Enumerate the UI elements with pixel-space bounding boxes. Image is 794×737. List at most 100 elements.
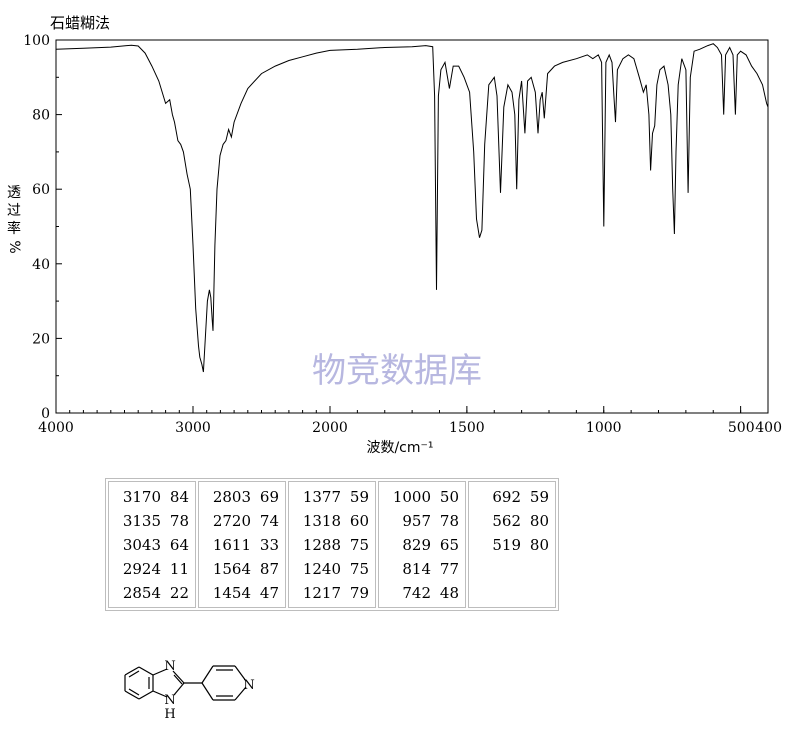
peak-wavenumber: 1318 bbox=[302, 512, 341, 530]
peak-wavenumber: 1611 bbox=[212, 536, 251, 554]
peak-table: 3170 84 3135 78 3043 64 2924 11 2854 22 2803 6… bbox=[105, 478, 559, 611]
peak-wavenumber: 2854 bbox=[122, 584, 161, 602]
atom-label-h: H bbox=[164, 707, 175, 722]
peak-column: 3170 84 3135 78 3043 64 2924 11 2854 22 bbox=[108, 481, 196, 608]
peak-row: 1611 33 bbox=[205, 533, 279, 557]
peak-wavenumber: 1377 bbox=[302, 488, 341, 506]
peak-row: 742 48 bbox=[385, 581, 459, 605]
peak-wavenumber: 2803 bbox=[212, 488, 251, 506]
peak-transmittance: 77 bbox=[439, 560, 459, 578]
peak-transmittance: 87 bbox=[259, 560, 279, 578]
peak-wavenumber: 1000 bbox=[392, 488, 431, 506]
method-label: 石蜡糊法 bbox=[50, 14, 111, 32]
peak-row: 2924 11 bbox=[115, 557, 189, 581]
y-tick-label: 80 bbox=[32, 108, 50, 124]
peak-row: 1454 47 bbox=[205, 581, 279, 605]
y-tick-label: 20 bbox=[32, 331, 50, 347]
peak-transmittance: 47 bbox=[259, 584, 279, 602]
peak-row: 1288 75 bbox=[295, 533, 369, 557]
peak-transmittance: 48 bbox=[439, 584, 459, 602]
peak-row: 814 77 bbox=[385, 557, 459, 581]
peak-row: 3170 84 bbox=[115, 485, 189, 509]
x-tick-label: 3000 bbox=[175, 420, 211, 436]
x-tick-label: 1000 bbox=[586, 420, 622, 436]
y-tick-label: 40 bbox=[32, 257, 50, 273]
peak-row: 1564 87 bbox=[205, 557, 279, 581]
peak-row: 1217 79 bbox=[295, 581, 369, 605]
peak-transmittance: 22 bbox=[169, 584, 189, 602]
peak-wavenumber: 2720 bbox=[212, 512, 251, 530]
peak-transmittance: 60 bbox=[349, 512, 369, 530]
peak-wavenumber: 3170 bbox=[122, 488, 161, 506]
y-axis-title-char: 率 bbox=[7, 220, 21, 237]
peak-wavenumber: 814 bbox=[402, 560, 431, 578]
spectrum-line bbox=[55, 43, 769, 373]
peak-transmittance: 33 bbox=[259, 536, 279, 554]
peak-row: 2854 22 bbox=[115, 581, 189, 605]
peak-row: 692 59 bbox=[475, 485, 549, 509]
peak-row: 829 65 bbox=[385, 533, 459, 557]
peak-wavenumber: 3135 bbox=[122, 512, 161, 530]
x-axis-title: 波数/cm⁻¹ bbox=[366, 440, 433, 456]
atom-label-n: N bbox=[164, 659, 175, 674]
y-axis-title-char: % bbox=[6, 240, 22, 253]
ir-spectrum-chart: 0 20 40 60 80 100 4000 3000 2000 1500 1000 500 400 物… bbox=[6, 33, 782, 456]
peak-row: 1240 75 bbox=[295, 557, 369, 581]
x-tick-label: 1500 bbox=[449, 420, 485, 436]
peak-wavenumber: 1454 bbox=[212, 584, 251, 602]
peak-transmittance: 69 bbox=[259, 488, 279, 506]
peak-row: 957 78 bbox=[385, 509, 459, 533]
peak-transmittance: 64 bbox=[169, 536, 189, 554]
peak-transmittance: 50 bbox=[439, 488, 459, 506]
molecular-structure: N N H N bbox=[124, 659, 255, 722]
peak-transmittance: 65 bbox=[439, 536, 459, 554]
x-tick-label: 500 bbox=[728, 420, 755, 436]
x-tick-label: 4000 bbox=[38, 420, 74, 436]
peak-wavenumber: 519 bbox=[492, 536, 521, 554]
peak-row: 2803 69 bbox=[205, 485, 279, 509]
peak-wavenumber: 829 bbox=[402, 536, 431, 554]
peak-transmittance: 59 bbox=[529, 488, 549, 506]
peak-wavenumber: 957 bbox=[402, 512, 431, 530]
peak-wavenumber: 1240 bbox=[302, 560, 341, 578]
peak-transmittance: 78 bbox=[439, 512, 459, 530]
peak-column: 1377 59 1318 60 1288 75 1240 75 1217 79 bbox=[288, 481, 376, 608]
y-axis-title-char: 过 bbox=[7, 203, 21, 219]
y-axis-title: 透 过 率 % bbox=[6, 185, 22, 254]
y-tick-label: 100 bbox=[23, 33, 50, 49]
peak-transmittance: 74 bbox=[259, 512, 279, 530]
peak-wavenumber: 2924 bbox=[122, 560, 161, 578]
peak-row: 3043 64 bbox=[115, 533, 189, 557]
x-tick-label: 400 bbox=[755, 420, 782, 436]
peak-wavenumber: 692 bbox=[492, 488, 521, 506]
peak-wavenumber: 1288 bbox=[302, 536, 341, 554]
atom-label-n: N bbox=[243, 678, 254, 693]
atom-label-n: N bbox=[164, 693, 175, 708]
x-tick-label: 2000 bbox=[312, 420, 348, 436]
peak-wavenumber: 3043 bbox=[122, 536, 161, 554]
peak-row: 1377 59 bbox=[295, 485, 369, 509]
peak-transmittance: 79 bbox=[349, 584, 369, 602]
peak-wavenumber: 562 bbox=[492, 512, 521, 530]
peak-transmittance: 75 bbox=[349, 536, 369, 554]
y-tick-label: 0 bbox=[41, 406, 50, 422]
y-tick-label: 60 bbox=[32, 182, 50, 198]
peak-row: 1318 60 bbox=[295, 509, 369, 533]
peak-row: 3135 78 bbox=[115, 509, 189, 533]
watermark: 物竞数据库 bbox=[312, 351, 482, 391]
peak-row: 562 80 bbox=[475, 509, 549, 533]
peak-transmittance: 84 bbox=[169, 488, 189, 506]
peak-transmittance: 11 bbox=[169, 560, 189, 578]
peak-row: 1000 50 bbox=[385, 485, 459, 509]
peak-column: 2803 69 2720 74 1611 33 1564 87 1454 47 bbox=[198, 481, 286, 608]
peak-transmittance: 78 bbox=[169, 512, 189, 530]
peak-column: 1000 50 957 78 829 65 814 77 742 48 bbox=[378, 481, 466, 608]
peak-transmittance: 59 bbox=[349, 488, 369, 506]
y-axis-title-char: 透 bbox=[7, 185, 21, 201]
peak-transmittance: 75 bbox=[349, 560, 369, 578]
peak-column: 692 59 562 80 519 80 bbox=[468, 481, 556, 608]
peak-wavenumber: 1564 bbox=[212, 560, 251, 578]
peak-row: 519 80 bbox=[475, 533, 549, 557]
peak-wavenumber: 742 bbox=[402, 584, 431, 602]
peak-row: 2720 74 bbox=[205, 509, 279, 533]
